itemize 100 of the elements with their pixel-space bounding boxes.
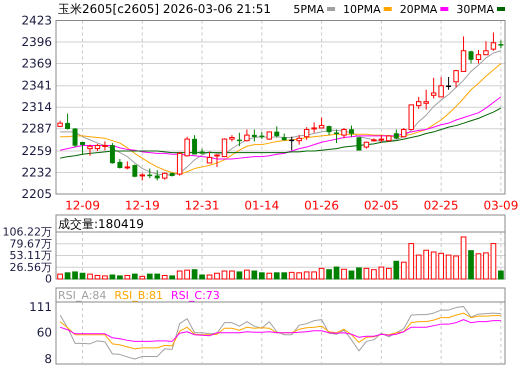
candlestick: [490, 32, 496, 52]
candlestick: [244, 129, 250, 142]
candlestick: [311, 122, 317, 134]
bar: [498, 270, 504, 280]
candlestick: [446, 76, 452, 90]
candlestick: [468, 50, 474, 64]
candlestick: [154, 170, 160, 181]
bar: [393, 260, 400, 280]
chart-title: 玉米2605[c2605] 2026-03-06 21:51: [58, 2, 271, 16]
bar: [296, 272, 302, 280]
bar: [184, 270, 190, 280]
bar: [408, 243, 414, 280]
bar: [132, 274, 138, 280]
candlestick: [80, 142, 85, 155]
candlestick: [214, 154, 220, 168]
x-tick-label: 12-31: [184, 198, 220, 213]
candlestick: [65, 113, 70, 130]
candlestick: [356, 137, 362, 150]
bar: [281, 272, 288, 280]
bar: [146, 274, 153, 280]
bar: [252, 270, 258, 280]
bar: [400, 262, 407, 280]
bar: [169, 275, 176, 280]
bar: [162, 274, 168, 280]
legend-label: 5PMA: [293, 3, 324, 16]
y-tick-label: 0: [45, 272, 52, 286]
bar: [468, 250, 474, 280]
candlestick: [274, 126, 280, 138]
x-tick-label: 12-09: [65, 198, 100, 213]
y-tick-label: 2232: [21, 165, 52, 180]
candlestick: [483, 40, 489, 56]
y-tick-label: 26.56万: [10, 260, 52, 274]
bar: [258, 272, 265, 280]
candlestick: [318, 117, 324, 128]
bar: [274, 272, 280, 280]
candlestick: [252, 129, 257, 142]
bar: [304, 271, 310, 280]
text: RSI_C:73: [171, 289, 220, 302]
candlestick: [132, 164, 138, 178]
legend-label: 10PMA: [343, 3, 382, 16]
line-series: [60, 312, 502, 350]
x-tick-label: 03-09: [483, 198, 518, 213]
y-tick-label: 2314: [21, 100, 52, 114]
candlestick: [147, 168, 152, 179]
candlestick: [296, 134, 302, 146]
bar: [423, 250, 430, 280]
candlestick: [236, 132, 242, 147]
y-tick-label: 8: [44, 352, 52, 365]
bar: [386, 268, 392, 280]
x-tick-label: 01-14: [244, 198, 280, 213]
y-tick-label: 106.22万: [2, 226, 52, 239]
candlestick: [206, 151, 212, 164]
candlestick: [326, 125, 332, 136]
y-tick-label: 2341: [21, 78, 52, 93]
candlestick: [222, 138, 228, 158]
x-tick-label: 01-26: [304, 198, 340, 213]
candlestick: [289, 136, 294, 151]
y-tick-label: 60: [36, 326, 52, 340]
bar: [124, 274, 130, 280]
bar: [154, 274, 160, 280]
y-tick-label: 2205: [21, 186, 52, 201]
candlestick: [453, 69, 459, 88]
legend-label: 30PMA: [456, 3, 494, 16]
candlestick: [476, 49, 482, 64]
bar: [57, 274, 63, 280]
candlestick: [438, 76, 444, 98]
y-tick-label: 2287: [21, 122, 52, 136]
candlestick: [87, 144, 93, 156]
line-series: [60, 319, 502, 342]
bar: [176, 270, 182, 280]
y-tick-label: 111: [29, 300, 52, 314]
bar: [244, 270, 250, 280]
bar: [378, 266, 384, 280]
candlestick: [430, 77, 436, 99]
bar: [416, 254, 422, 280]
bar: [341, 268, 347, 280]
bar: [266, 272, 272, 280]
x-tick-label: 12-19: [124, 198, 160, 213]
chart-title: 成交量:180419: [58, 217, 144, 231]
candlestick: [304, 126, 310, 140]
candlestick: [401, 127, 406, 138]
bar: [430, 252, 437, 280]
y-tick-label: 79.67万: [10, 237, 52, 250]
y-tick-label: 2396: [21, 34, 52, 49]
bar: [288, 272, 295, 280]
candlestick: [176, 151, 182, 176]
line-series: [60, 306, 502, 360]
candlestick: [110, 142, 115, 164]
candlestick: [460, 36, 466, 72]
y-tick-label: 2369: [21, 56, 52, 70]
text: RSI_B:81: [114, 289, 164, 302]
legend-label: 20PMA: [400, 3, 438, 16]
candlestick: [192, 134, 198, 155]
candlestick: [423, 89, 429, 110]
bar: [139, 276, 146, 280]
candlestick: [334, 129, 340, 144]
bar: [236, 271, 242, 280]
y-tick-label: 2259: [21, 144, 52, 158]
candlestick: [416, 96, 422, 110]
x-tick-label: 02-25: [424, 198, 459, 213]
